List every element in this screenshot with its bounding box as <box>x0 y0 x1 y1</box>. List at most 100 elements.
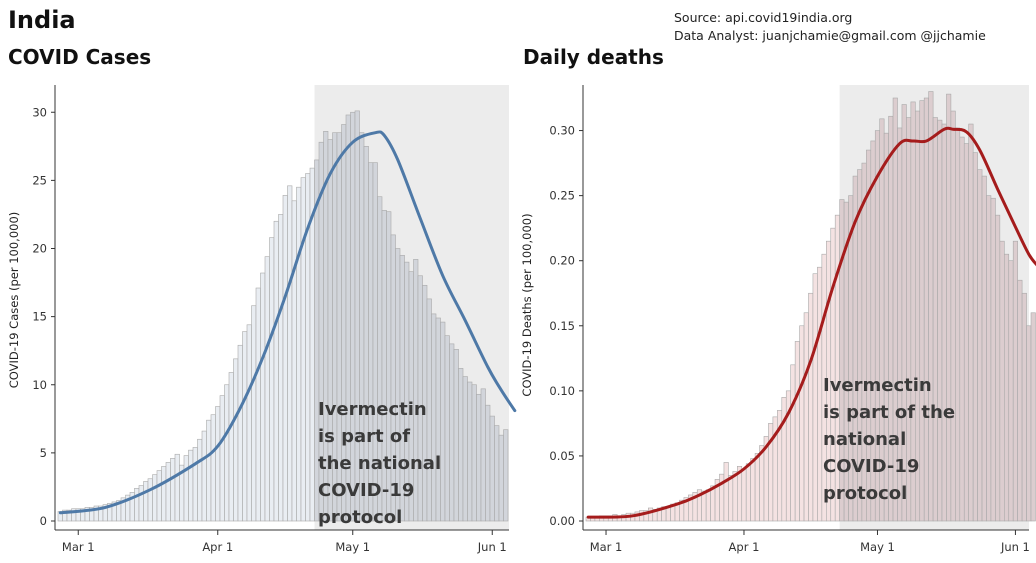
cases-bar <box>201 430 207 522</box>
cases-bar <box>188 449 194 522</box>
cases-bar <box>138 485 144 522</box>
cases-bar <box>215 406 221 522</box>
cases-bar <box>480 388 486 522</box>
deaths-bar <box>950 110 956 522</box>
deaths-bar <box>754 453 760 522</box>
cases-annotation-line: the national <box>318 453 441 474</box>
deaths-trend-line <box>586 126 1036 519</box>
cases-bar <box>390 234 396 522</box>
deaths-chart-title: Daily deaths <box>523 45 664 69</box>
cases-bar <box>152 474 158 522</box>
cases-y-tick-label: 15 <box>32 310 47 324</box>
cases-bar <box>134 487 140 522</box>
cases-trend-line <box>58 130 517 515</box>
cases-x-tick-label: May 1 <box>335 540 370 554</box>
deaths-bar <box>972 152 978 522</box>
deaths-x-tick-label: Mar 1 <box>590 540 623 554</box>
cases-y-tick-label: 10 <box>32 378 47 392</box>
deaths-bar <box>941 123 947 522</box>
deaths-y-tick-label: 0.00 <box>549 514 575 528</box>
deaths-bar <box>923 97 929 522</box>
deaths-bar <box>817 266 823 522</box>
cases-bar <box>296 186 302 522</box>
deaths-x-tick-label: Apr 1 <box>729 540 760 554</box>
cases-bar <box>291 200 297 522</box>
cases-bar <box>206 419 212 522</box>
cases-bar <box>278 214 284 522</box>
cases-y-tick-label: 30 <box>32 105 47 119</box>
deaths-x-tick-label: May 1 <box>860 540 895 554</box>
deaths-bar <box>812 273 818 522</box>
deaths-y-tick-label: 0.25 <box>549 189 575 203</box>
cases-bar <box>260 272 266 522</box>
deaths-annotation-line: protocol <box>823 483 907 504</box>
cases-y-tick-label: 25 <box>32 173 47 187</box>
deaths-x-tick-label: Jun 1 <box>1000 540 1030 554</box>
cases-bar <box>269 237 275 522</box>
cases-bar <box>264 256 270 522</box>
deaths-bar <box>995 214 1001 522</box>
cases-bar <box>300 177 306 522</box>
deaths-bar <box>937 119 943 522</box>
deaths-bar <box>647 507 654 522</box>
cases-bar <box>210 414 216 522</box>
deaths-bar <box>959 136 965 522</box>
cases-bar <box>237 344 243 522</box>
deaths-bar <box>919 100 925 522</box>
cases-bar <box>462 376 468 522</box>
deaths-y-tick-label: 0.05 <box>549 449 575 463</box>
cases-bar <box>287 185 293 522</box>
cases-bar <box>386 211 392 522</box>
cases-bar <box>449 343 455 522</box>
deaths-annotation-line: Ivermectin <box>823 375 932 396</box>
deaths-bar <box>705 489 711 522</box>
deaths-bar <box>808 292 814 522</box>
cases-bar <box>440 321 446 522</box>
deaths-bar <box>1030 312 1036 522</box>
cases-bar <box>381 210 387 522</box>
deaths-bar <box>981 175 987 522</box>
deaths-bar <box>986 195 992 522</box>
deaths-bar <box>1008 260 1014 522</box>
cases-bar <box>224 384 230 522</box>
cases-bar <box>242 331 248 522</box>
cases-bar <box>165 462 171 522</box>
cases-bar <box>426 298 432 522</box>
deaths-y-tick-label: 0.30 <box>549 124 575 138</box>
cases-bar <box>476 393 482 522</box>
cases-bar <box>246 324 252 522</box>
cases-bar <box>489 415 495 522</box>
deaths-bar <box>955 127 961 522</box>
deaths-annotation-line: is part of the <box>823 402 955 423</box>
cases-bar <box>471 384 477 522</box>
cases-annotation-line: protocol <box>318 507 402 528</box>
cases-annotation-line: Ivermectin <box>318 399 427 420</box>
cases-bar <box>192 447 198 522</box>
cases-bar <box>273 220 279 522</box>
cases-bar <box>255 287 261 522</box>
cases-bar <box>453 349 459 522</box>
deaths-bar <box>1017 279 1023 522</box>
cases-bar <box>228 372 234 522</box>
analyst-note: Data Analyst: juanjchamie@gmail.com @jjc… <box>674 28 986 43</box>
deaths-annotation-line: national <box>823 429 906 450</box>
cases-y-tick-label: 20 <box>32 242 47 256</box>
deaths-bar <box>968 123 974 522</box>
deaths-bar <box>803 312 809 522</box>
deaths-bar <box>1003 253 1010 522</box>
deaths-bar <box>928 91 934 522</box>
deaths-bar <box>723 462 729 522</box>
cases-bar <box>503 429 509 522</box>
cases-bar <box>444 335 450 522</box>
cases-bar <box>183 455 189 522</box>
deaths-bar <box>732 471 738 522</box>
source-note: Source: api.covid19india.org <box>674 10 853 25</box>
cases-bar <box>161 466 167 522</box>
deaths-bar <box>799 325 805 522</box>
deaths-bar <box>946 93 952 522</box>
cases-bar <box>197 438 203 522</box>
cases-bar <box>143 481 149 522</box>
deaths-bar <box>710 485 716 522</box>
cases-bar <box>435 317 441 522</box>
